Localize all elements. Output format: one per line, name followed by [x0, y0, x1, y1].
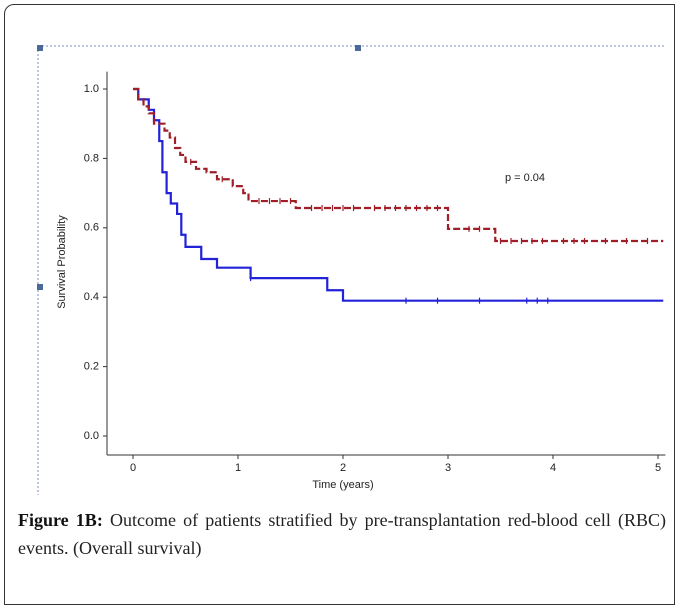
figure-frame [4, 4, 675, 605]
y-tick-label: 0.8 [84, 152, 99, 164]
y-tick-label: 0.4 [84, 291, 99, 303]
x-axis-label: Time (years) [312, 479, 373, 491]
y-tick-label: 0.2 [84, 361, 99, 373]
x-tick-label: 4 [550, 462, 556, 474]
selection-handle [355, 45, 361, 51]
y-axis-label: Survival Probability [56, 215, 68, 309]
x-tick-label: 2 [340, 462, 346, 474]
x-tick-label: 5 [655, 462, 661, 474]
selection-handle [37, 45, 43, 51]
caption-text: Outcome of patients stratified by pre-tr… [18, 510, 666, 558]
survival-curve [133, 87, 664, 302]
y-tick-label: 0.0 [84, 430, 99, 442]
annotation: p = 0.04 [505, 172, 545, 184]
x-tick-label: 3 [445, 462, 451, 474]
x-tick-label: 1 [235, 462, 241, 474]
y-tick-label: 0.6 [84, 222, 99, 234]
x-tick-label: 0 [130, 462, 136, 474]
selection-handle [37, 284, 43, 290]
caption: Figure 1B: Outcome of patients stratifie… [18, 506, 666, 562]
y-tick-label: 1.0 [84, 83, 99, 95]
caption-label: Figure 1B: [18, 510, 103, 530]
survival-curve [133, 87, 664, 243]
chart: Survival Probability Time (years) p = 0.… [37, 45, 666, 495]
